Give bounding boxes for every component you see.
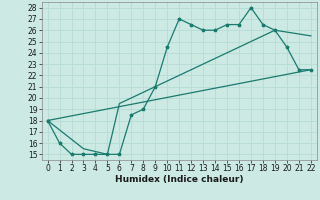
X-axis label: Humidex (Indice chaleur): Humidex (Indice chaleur) — [115, 175, 244, 184]
